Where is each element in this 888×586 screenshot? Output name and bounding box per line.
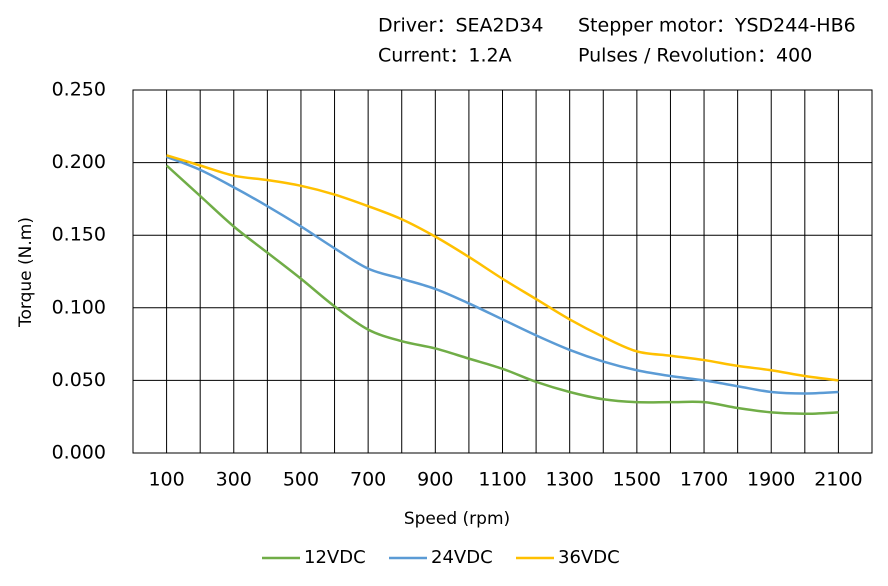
x-tick-label: 1500 <box>613 469 661 491</box>
x-tick-label: 900 <box>417 469 453 491</box>
x-tick-label: 2100 <box>814 469 862 491</box>
plot-border <box>132 89 873 454</box>
series-line <box>166 154 839 382</box>
x-tick-label: 1700 <box>680 469 728 491</box>
series-line <box>166 155 839 395</box>
y-tick-label: 0.250 <box>52 79 106 101</box>
y-tick-label: 0.000 <box>52 442 106 464</box>
annotation: Driver：SEA2D34 <box>378 15 543 37</box>
x-tick-label: 1300 <box>546 469 594 491</box>
x-tick-label: 1100 <box>478 469 526 491</box>
annotation: Current：1.2A <box>378 45 512 67</box>
y-axis-label: Torque (N.m) <box>16 217 36 328</box>
x-tick-label: 500 <box>283 469 319 491</box>
x-tick-label: 1900 <box>747 469 795 491</box>
y-tick-label: 0.150 <box>52 224 106 246</box>
annotation: Stepper motor：YSD244-HB6 <box>578 15 856 37</box>
y-tick-label: 0.200 <box>52 151 106 173</box>
x-axis-label: Speed (rpm) <box>404 509 510 529</box>
annotation: Pulses / Revolution：400 <box>578 45 812 67</box>
x-tick-label: 300 <box>216 469 252 491</box>
y-tick-label: 0.050 <box>52 369 106 391</box>
series-line <box>165 164 839 416</box>
legend-label: 12VDC <box>304 547 366 568</box>
legend-label: 24VDC <box>431 547 493 568</box>
x-tick-label: 700 <box>350 469 386 491</box>
legend-label: 36VDC <box>558 547 620 568</box>
x-tick-label: 100 <box>148 469 184 491</box>
y-tick-label: 0.100 <box>52 296 106 318</box>
